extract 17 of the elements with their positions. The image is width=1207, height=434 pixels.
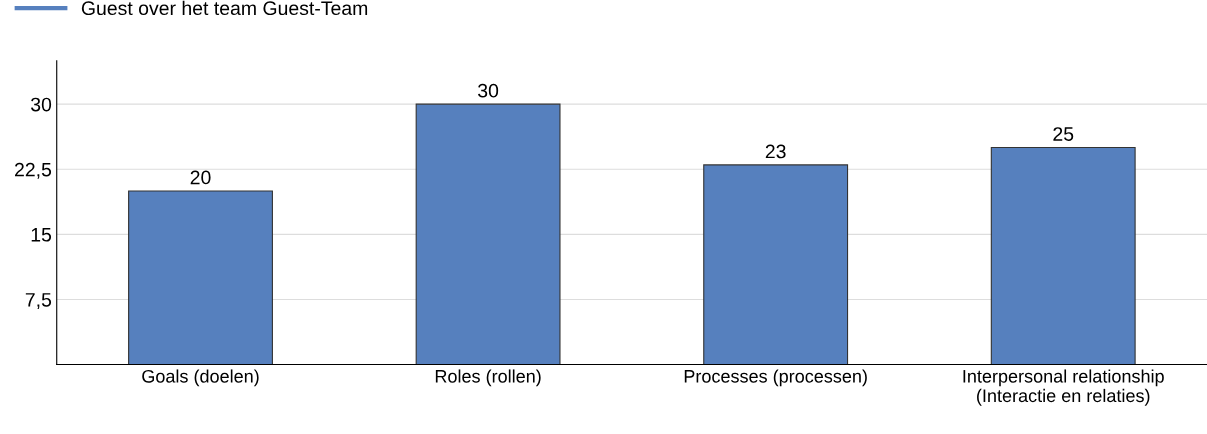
y-tick-label: 15 xyxy=(31,228,52,242)
y-tick-label: 22,5 xyxy=(15,162,52,179)
y-tick-label: 30 xyxy=(30,97,52,112)
x-tick-label: Goals (doelen) xyxy=(142,369,259,387)
bar xyxy=(415,103,561,365)
data-label: 30 xyxy=(478,83,499,98)
bar xyxy=(128,190,273,365)
x-tick-label: Roles (rollen) xyxy=(435,369,541,387)
data-label: 20 xyxy=(190,170,211,185)
data-label: 23 xyxy=(765,144,786,159)
data-label: 25 xyxy=(1053,127,1074,141)
x-tick-label: Interpersonal relationship (Interactie en relaties) xyxy=(963,369,1164,406)
y-tick-label: 7,5 xyxy=(25,293,52,309)
legend-label: Guest over het team Guest-Team xyxy=(81,0,368,16)
x-tick-label: Processes (processen) xyxy=(684,369,867,387)
bar xyxy=(990,147,1136,365)
bar xyxy=(703,164,849,365)
